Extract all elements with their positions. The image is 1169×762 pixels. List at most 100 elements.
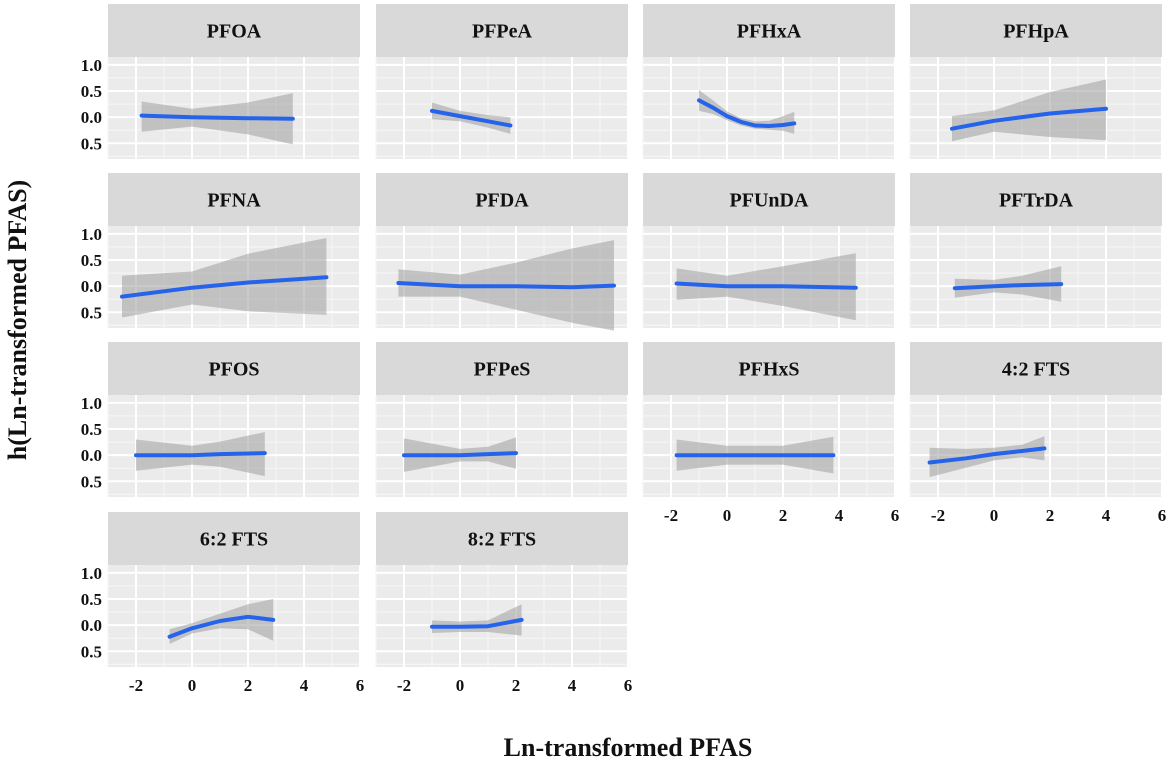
panel-title: 4:2 FTS — [1002, 359, 1070, 381]
exposure-response-line-pfda — [396, 281, 616, 290]
y-tick-label: 0.5 — [81, 303, 102, 322]
exposure-response-line-pftrda — [952, 282, 1064, 291]
y-tick-label: 0.0 — [81, 277, 102, 296]
y-tick-label: 0.0 — [81, 446, 102, 465]
y-tick-label: 0.5 — [81, 590, 102, 609]
panel-strip — [376, 4, 628, 57]
panel-pfhxa: PFHxA — [642, 4, 896, 159]
panel-pftrda: PFTrDA — [909, 173, 1163, 328]
panel-title: PFHxS — [738, 359, 799, 381]
x-tick-label: -2 — [397, 676, 411, 695]
exposure-response-line-6-2-fts — [167, 614, 276, 639]
panel-title: PFDA — [475, 190, 529, 212]
x-tick-label: 4 — [300, 676, 309, 695]
panel-strip — [108, 512, 360, 565]
x-tick-label: 4 — [568, 676, 577, 695]
y-tick-label: 0.5 — [81, 642, 102, 661]
y-tick-label: 1.0 — [81, 564, 102, 583]
confidence-band-pfhpa — [952, 79, 1106, 142]
panel-title: PFNA — [207, 190, 261, 212]
facet-panels: PFOA 1.0 0.5 0.0 0.5 PFPeA PFHxA PFHpA PFNA 1.0 0.… — [81, 4, 1167, 695]
y-tick-label: 0.5 — [81, 472, 102, 491]
panel-title: PFHpA — [1003, 21, 1069, 43]
exposure-response-line-pfpea — [430, 108, 513, 128]
panel-pfda: PFDA — [375, 173, 629, 331]
panel-strip — [643, 4, 895, 57]
exposure-response-line-pfpes — [402, 451, 518, 458]
y-tick-label: 0.0 — [81, 616, 102, 635]
panel-title: PFOS — [208, 359, 259, 381]
panel-strip — [910, 342, 1162, 395]
panel-4-2-fts: 4:2 FTS -2 0 2 4 6 — [909, 342, 1167, 525]
panel-pfna: PFNA 1.0 0.5 0.0 0.5 — [81, 173, 361, 328]
panel-pfoa: PFOA 1.0 0.5 0.0 0.5 — [81, 4, 361, 159]
x-tick-label: 4 — [835, 506, 844, 525]
y-tick-label: 0.5 — [81, 420, 102, 439]
panel-title: PFUnDA — [730, 190, 809, 212]
x-tick-label: 0 — [188, 676, 197, 695]
confidence-band-pfhxa — [699, 90, 795, 134]
x-tick-label: -2 — [129, 676, 143, 695]
y-tick-label: 1.0 — [81, 225, 102, 244]
exposure-response-line-pfunda — [674, 281, 858, 290]
panel-pfhpa: PFHpA — [909, 4, 1163, 159]
panel-title: 6:2 FTS — [200, 529, 268, 551]
panel-title: PFTrDA — [999, 190, 1074, 212]
panel-strip — [376, 512, 628, 565]
panel-pfunda: PFUnDA — [642, 173, 896, 328]
y-axis-title: h(Ln-transformed PFAS) — [3, 180, 32, 460]
panel-title: PFPeA — [472, 21, 533, 43]
x-tick-label: 2 — [512, 676, 521, 695]
exposure-response-line-4-2-fts — [927, 446, 1047, 465]
panel-pfpea: PFPeA — [375, 4, 629, 159]
exposure-response-line-pfhxa — [697, 98, 797, 128]
x-tick-label: -2 — [664, 506, 678, 525]
y-tick-label: 0.5 — [81, 251, 102, 270]
panel-strip — [643, 173, 895, 226]
panel-strip — [376, 173, 628, 226]
panel-title: PFOA — [207, 21, 262, 43]
panel-strip — [108, 173, 360, 226]
exposure-response-line-pfoa — [139, 113, 295, 121]
panel-strip — [108, 4, 360, 57]
panel-strip — [910, 173, 1162, 226]
x-tick-label: 6 — [891, 506, 900, 525]
exposure-response-line-pfos — [134, 451, 267, 458]
panel-strip — [376, 342, 628, 395]
x-axis-title: Ln-transformed PFAS — [504, 733, 753, 762]
plot-background — [643, 57, 895, 159]
x-tick-label: -2 — [931, 506, 945, 525]
panel-pfos: PFOS 1.0 0.5 0.0 0.5 — [81, 342, 361, 497]
y-tick-label: 1.0 — [81, 56, 102, 75]
panel-title: 8:2 FTS — [468, 529, 536, 551]
x-tick-label: 6 — [1158, 506, 1167, 525]
x-tick-label: 6 — [624, 676, 633, 695]
exposure-response-line-pfna — [120, 275, 329, 299]
y-tick-label: 0.5 — [81, 82, 102, 101]
panel-6-2-fts: 6:2 FTS 1.0 0.5 0.0 0.5 -2 0 2 4 6 — [81, 512, 365, 695]
y-tick-label: 0.5 — [81, 134, 102, 153]
x-tick-label: 4 — [1102, 506, 1111, 525]
x-tick-label: 2 — [1046, 506, 1055, 525]
x-tick-label: 0 — [723, 506, 732, 525]
exposure-response-line-8-2-fts — [430, 617, 524, 629]
x-tick-label: 2 — [244, 676, 253, 695]
y-tick-label: 1.0 — [81, 394, 102, 413]
exposure-response-line-pfhpa — [950, 106, 1108, 131]
x-tick-label: 6 — [356, 676, 365, 695]
panel-strip — [910, 4, 1162, 57]
panel-strip — [643, 342, 895, 395]
panel-8-2-fts: 8:2 FTS -2 0 2 4 6 — [375, 512, 633, 695]
confidence-band-pfna — [122, 238, 327, 318]
x-tick-label: 2 — [779, 506, 788, 525]
x-tick-label: 0 — [456, 676, 465, 695]
panel-pfhxs: PFHxS -2 0 2 4 6 — [642, 342, 900, 525]
panel-strip — [108, 342, 360, 395]
plot-background — [376, 57, 628, 159]
y-tick-label: 0.0 — [81, 108, 102, 127]
panel-pfpes: PFPeS — [375, 342, 629, 497]
panel-title: PFHxA — [737, 21, 802, 43]
x-tick-label: 0 — [990, 506, 999, 525]
panel-title: PFPeS — [474, 359, 531, 381]
